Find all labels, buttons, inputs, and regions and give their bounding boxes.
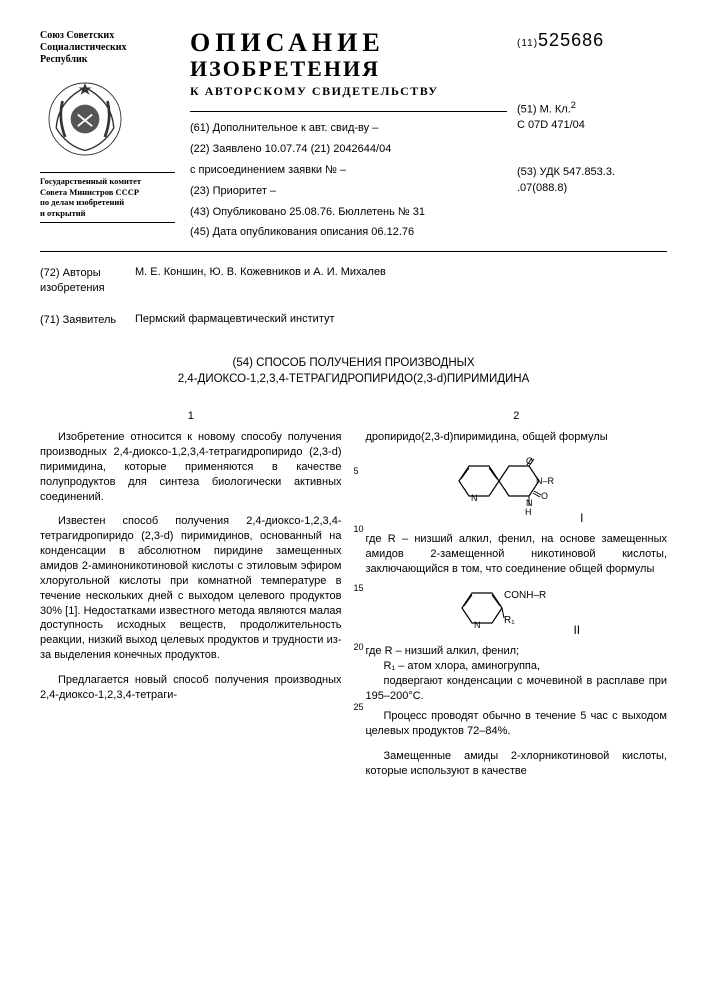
title-num: (54) — [232, 357, 252, 369]
col1-number: 1 — [40, 409, 342, 424]
class-51-label: (51) М. Кл. — [517, 104, 571, 116]
title-subtitle: К АВТОРСКОМУ СВИДЕТЕЛЬСТВУ — [190, 84, 507, 99]
formula-1: N O N–R N H O I — [366, 451, 668, 526]
col1-para-1: Изобретение относится к новому способу п… — [40, 430, 342, 504]
col2-para-5: Замещенные амиды 2-хлорникотиновой кисло… — [366, 749, 668, 779]
patent-page: Союз Советских Социалистических Республи… — [0, 0, 707, 809]
title-line-1: ОПИСАНИЕ — [190, 30, 507, 56]
svg-text:N: N — [471, 493, 478, 503]
column-2: 2 дропиридо(2,3-d)пиримидина, общей форм… — [366, 409, 668, 778]
biblio-22: (22) Заявлено 10.07.74 (21) 2042644/04 — [190, 139, 507, 160]
biblio-join: с присоединением заявки № – — [190, 160, 507, 181]
svg-text:O: O — [541, 491, 548, 501]
formula-2-label: II — [573, 622, 580, 638]
col1-para-2: Известен способ получения 2,4-диоксо-1,2… — [40, 514, 342, 662]
udc-53: (53) УДК 547.853.3. .07(088.8) — [517, 165, 667, 196]
class-51: (51) М. Кл.2 C 07D 471/04 — [517, 99, 667, 133]
authors-value: М. Е. Коншин, Ю. В. Кожевников и А. И. М… — [135, 266, 667, 295]
title-block: ОПИСАНИЕ ИЗОБРЕТЕНИЯ К АВТОРСКОМУ СВИДЕТ… — [190, 30, 507, 105]
separator-1 — [40, 251, 667, 252]
class-51-val: C 07D 471/04 — [517, 119, 585, 131]
col2-para-4: Процесс проводят обычно в течение 5 час … — [366, 709, 668, 739]
svg-text:N–R: N–R — [536, 476, 555, 486]
authors-label: (72) Авторы изобретения — [40, 266, 135, 295]
ln-10: 10 — [354, 523, 364, 535]
svg-text:N: N — [474, 620, 481, 630]
udc-label: (53) УДК — [517, 166, 560, 178]
authors-row: (72) Авторы изобретения М. Е. Коншин, Ю.… — [40, 266, 667, 295]
col2-para-3a: где R – низший алкил, фенил; — [366, 644, 668, 659]
mid-column: ОПИСАНИЕ ИЗОБРЕТЕНИЯ К АВТОРСКОМУ СВИДЕТ… — [185, 30, 507, 243]
col2-para-1: дропиридо(2,3-d)пиримидина, общей формул… — [366, 430, 668, 445]
title-text: СПОСОБ ПОЛУЧЕНИЯ ПРОИЗВОДНЫХ 2,4-ДИОКСО-… — [178, 357, 530, 385]
union-label: Союз Советских Социалистических Республи… — [40, 30, 175, 66]
left-column: Союз Советских Социалистических Республи… — [40, 30, 175, 223]
applicant-label: (71) Заявитель — [40, 313, 135, 327]
invention-title: (54) СПОСОБ ПОЛУЧЕНИЯ ПРОИЗВОДНЫХ 2,4-ДИ… — [40, 355, 667, 387]
col2-para-3c: подвергают конденсации с мочевиной в рас… — [366, 674, 668, 704]
committee-label: Государственный комитет Совета Министров… — [40, 172, 175, 223]
title-line-2: ИЗОБРЕТЕНИЯ — [190, 58, 507, 80]
right-column: (11)525686 (51) М. Кл.2 C 07D 471/04 (53… — [517, 30, 667, 208]
biblio-43: (43) Опубликовано 25.08.76. Бюллетень № … — [190, 202, 507, 223]
col1-para-3: Предлагается новый способ получения прои… — [40, 673, 342, 703]
ussr-emblem-icon — [40, 74, 130, 164]
biblio-45: (45) Дата опубликования описания 06.12.7… — [190, 222, 507, 243]
ln-25: 25 — [354, 701, 364, 713]
formula-1-label: I — [580, 510, 583, 526]
pub-number: 525686 — [538, 30, 604, 50]
applicant-value: Пермский фармацевтический институт — [135, 313, 667, 327]
col2-para-3b: R₁ – атом хлора, аминогруппа, — [366, 659, 668, 674]
col2-number: 2 — [366, 409, 668, 424]
header: Союз Советских Социалистических Республи… — [40, 30, 667, 243]
formula-2: N CONH–R R₁ II — [366, 583, 668, 638]
ln-20: 20 — [354, 641, 364, 653]
column-1: 1 Изобретение относится к новому способу… — [40, 409, 342, 778]
applicant-row: (71) Заявитель Пермский фармацевтический… — [40, 313, 667, 327]
svg-text:H: H — [525, 507, 532, 517]
col2-para-2: где R – низший алкил, фенил, на основе з… — [366, 532, 668, 577]
publication-number: (11)525686 — [517, 30, 667, 51]
svg-text:CONH–R: CONH–R — [504, 590, 546, 601]
body-columns: 5 10 15 20 25 1 Изобретение относится к … — [40, 409, 667, 778]
biblio-61: (61) Дополнительное к авт. свид-ву – — [190, 118, 507, 139]
svg-text:R₁: R₁ — [504, 615, 515, 626]
ln-15: 15 — [354, 582, 364, 594]
ln-5: 5 — [354, 465, 359, 477]
class-51-sup: 2 — [571, 100, 576, 110]
biblio-23: (23) Приоритет – — [190, 181, 507, 202]
pub-prefix: (11) — [517, 38, 538, 49]
